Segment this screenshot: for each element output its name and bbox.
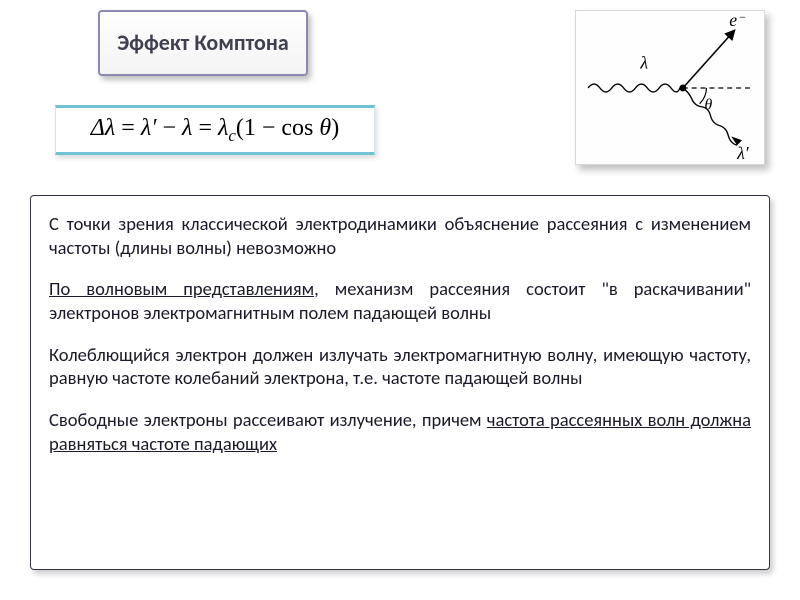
paragraph-4: Свободные электроны рассеивают излучение… bbox=[49, 408, 751, 455]
electron-arrow bbox=[683, 31, 734, 88]
paragraph-3: Колеблющийся электрон должен излучать эл… bbox=[49, 343, 751, 390]
underline-1: По волновым представлениям bbox=[49, 277, 314, 300]
paragraph-1: С точки зрения классической электродинам… bbox=[49, 212, 751, 259]
formula-box: Δλ = λ′ − λ = λc(1 − cos θ) bbox=[55, 105, 375, 155]
incident-photon bbox=[588, 84, 680, 92]
title-box: Эффект Комптона bbox=[98, 10, 308, 76]
lambda-prime-label: λ′ bbox=[736, 143, 750, 163]
paragraph-2: По волновым представлениям, механизм рас… bbox=[49, 277, 751, 324]
theta-label: θ bbox=[705, 97, 713, 114]
electron-label: e bbox=[729, 11, 737, 30]
compton-formula: Δλ = λ′ − λ = λc(1 − cos θ) bbox=[91, 115, 339, 146]
lambda-label: λ bbox=[639, 52, 648, 72]
compton-diagram: λ e − λ′ θ bbox=[575, 10, 765, 165]
svg-text:−: − bbox=[739, 11, 746, 24]
slide-title: Эффект Комптона bbox=[117, 30, 289, 56]
explanation-panel: С точки зрения классической электродинам… bbox=[30, 195, 770, 570]
paragraph-4-lead: Свободные электроны рассеивают излучение… bbox=[49, 408, 487, 431]
